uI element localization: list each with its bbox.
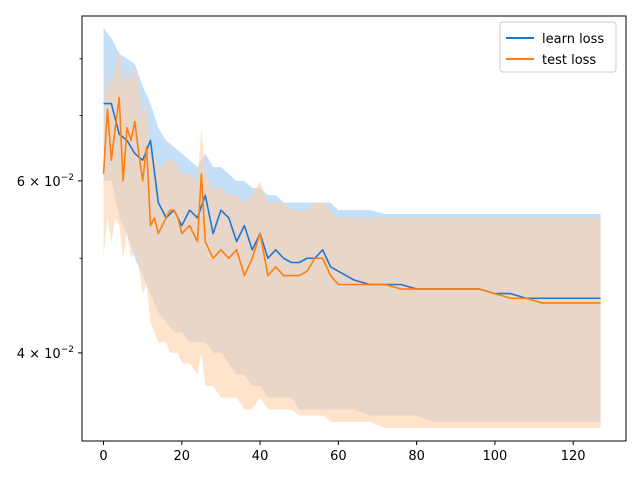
test-loss-line <box>102 96 601 304</box>
x-tick-label: 0 <box>99 449 107 464</box>
x-tick-label: 20 <box>174 449 191 464</box>
axes-frame <box>81 15 627 442</box>
legend: learn loss test loss <box>499 21 617 73</box>
test-loss-band <box>103 48 601 429</box>
x-tick-label: 40 <box>252 449 269 464</box>
legend-label: test loss <box>542 53 596 68</box>
x-tick-label: 60 <box>330 449 347 464</box>
x-axis: 0 20 40 60 80 100 120 <box>99 441 586 464</box>
legend-label: learn loss <box>542 32 604 47</box>
x-tick-label: 120 <box>561 449 586 464</box>
y-tick-label: 6 × 10−2 <box>17 173 74 190</box>
y-axis: 4 × 10−2 6 × 10−2 <box>17 58 82 362</box>
y-tick-label: 4 × 10−2 <box>17 345 74 362</box>
x-tick-label: 80 <box>408 449 425 464</box>
confidence-bands <box>103 28 601 429</box>
series-lines <box>102 96 601 304</box>
x-tick-label: 100 <box>482 449 507 464</box>
